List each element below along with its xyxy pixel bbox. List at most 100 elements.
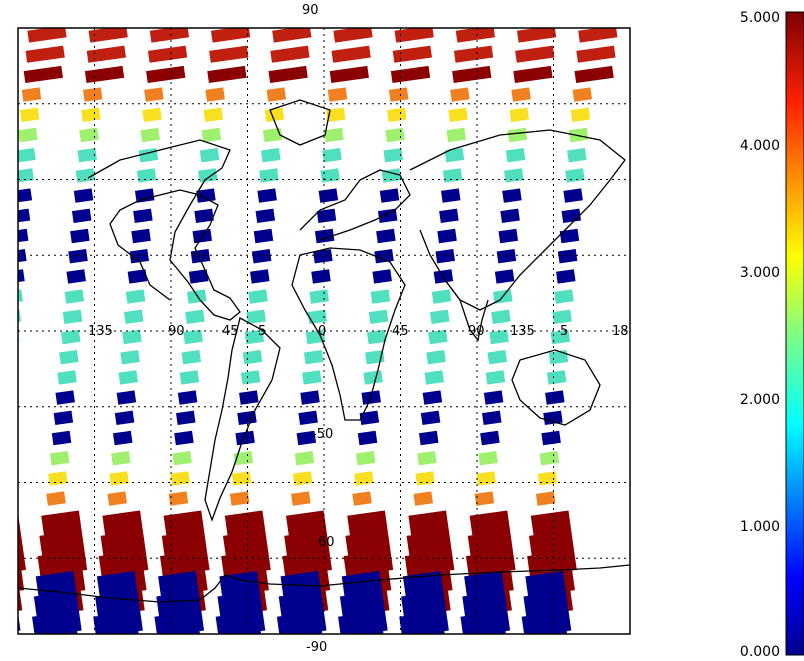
swath-segment [480, 430, 500, 446]
swath-segment [509, 107, 530, 122]
swath-segment [324, 127, 344, 143]
swath-segment [482, 410, 502, 425]
swath-segment [68, 249, 88, 264]
coastlines [18, 99, 630, 603]
swath-segment [420, 410, 441, 425]
swath-segment [313, 249, 333, 264]
swath-segment [51, 430, 72, 446]
colorbar: 5.000 4.000 3.000 2.000 1.000 0.000 [740, 10, 804, 660]
swath-segment [309, 289, 329, 304]
swath-segment [413, 491, 433, 506]
map-panel: 135 90 45 5 0 45 90 135 5 18 -50 60 [0, 28, 630, 634]
swath-segment [460, 611, 507, 634]
swath-segment [305, 329, 326, 345]
swath-segment [379, 188, 400, 203]
swath-segment [21, 87, 42, 102]
swath-segment [355, 451, 376, 466]
swath-segment [251, 249, 272, 264]
swath-segment [474, 491, 495, 506]
swath-segment [144, 87, 164, 102]
lon-label: 45 [222, 324, 239, 339]
swath-segment [550, 329, 571, 345]
swath-segment [568, 127, 589, 143]
swath-segment [338, 611, 385, 634]
swath-segment [372, 269, 392, 284]
map-frame [17, 27, 631, 635]
coast-africa [291, 247, 406, 421]
swath-segment [381, 168, 402, 183]
lon-label: 18 [612, 324, 629, 339]
swath-segment [521, 611, 568, 634]
swath-segment [354, 471, 374, 486]
swath-segment [18, 148, 36, 163]
swath-segment [199, 148, 220, 163]
swath-segment [181, 350, 202, 365]
swath-segment [198, 168, 218, 183]
swath-segment [298, 410, 318, 425]
swath-segment [578, 28, 618, 43]
swath-segment [154, 611, 201, 634]
swath-segment [505, 148, 526, 163]
swath-segment [294, 451, 315, 466]
swath-segment [77, 148, 97, 163]
swath-segment [188, 269, 209, 284]
swath-segment [296, 430, 317, 446]
swath-segment [426, 350, 446, 365]
swath-segment [57, 370, 77, 385]
swath-segment [18, 127, 38, 143]
swath-segment [442, 168, 463, 183]
swath-segment [325, 107, 346, 122]
swath-segment [489, 329, 509, 345]
swath-segment [303, 350, 324, 365]
swath-segment [248, 289, 268, 304]
swath-segment [71, 208, 92, 223]
swath-segment [439, 208, 459, 223]
swath-segment [257, 188, 277, 203]
coast-australia [511, 349, 601, 426]
swath-segment [46, 491, 66, 506]
swath-segment [276, 611, 323, 634]
swath-segment [302, 370, 322, 385]
swath-segment [392, 45, 433, 63]
swath-segment [66, 269, 86, 284]
swath-segment [417, 451, 437, 466]
swath-segment [333, 28, 373, 43]
swath-segment [318, 188, 339, 203]
swath-segment [177, 390, 198, 405]
swath-segment [111, 451, 131, 466]
lon-label: 0 [318, 324, 326, 339]
swath-segment [446, 127, 466, 143]
swath-segment [0, 431, 10, 445]
swath-segment [242, 350, 263, 365]
swath-segment [500, 208, 520, 223]
swath-segment [136, 168, 157, 183]
swath-segment [422, 390, 443, 405]
swath-segment [450, 87, 470, 102]
swath-segment [70, 228, 90, 244]
colorbar-tick: 2.000 [740, 392, 780, 408]
swath-segment [207, 65, 247, 83]
swath-segment [109, 471, 129, 486]
swath-segment [428, 329, 448, 345]
swath-segment [429, 309, 450, 324]
swath-segment [79, 127, 99, 143]
swath-segment [574, 65, 614, 83]
swath-segment [55, 390, 75, 405]
lon-label: 45 [392, 324, 409, 339]
coast-south-america [204, 317, 281, 522]
swath-segment [264, 107, 285, 122]
swath-segment [194, 208, 214, 223]
swath-segment [60, 329, 81, 345]
colorbar-tick: 1.000 [740, 519, 780, 535]
lon-label: 5 [560, 324, 568, 339]
swath-segment [311, 269, 331, 284]
swath-segment [73, 188, 94, 203]
swath-segment [363, 370, 383, 385]
swath-segment [387, 107, 407, 122]
swath-segment [377, 208, 398, 223]
swath-segment [18, 188, 33, 203]
swath-segment [563, 188, 583, 203]
swath-segment [385, 127, 405, 143]
swath-segment [140, 127, 160, 143]
swath-segment [314, 228, 335, 244]
